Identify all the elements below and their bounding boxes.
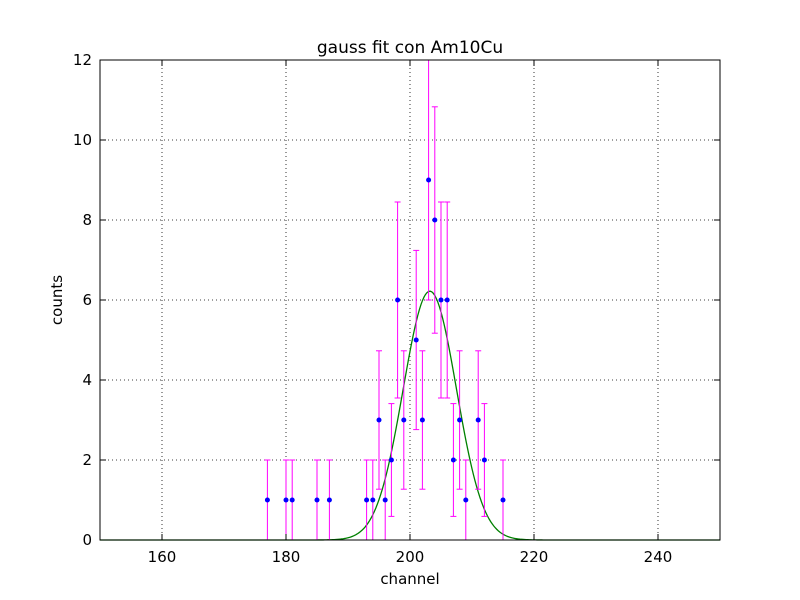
- data-point: [395, 297, 401, 303]
- data-point: [438, 297, 444, 303]
- data-point: [401, 417, 407, 423]
- y-tick-label: 2: [82, 451, 92, 469]
- axis-ticks: 160 180 200 220 240 0 2 4 6 8 10 12: [73, 51, 720, 566]
- y-tick-label: 8: [82, 211, 92, 229]
- y-axis-label: counts: [48, 275, 66, 325]
- data-point: [264, 497, 270, 503]
- x-tick-label: 200: [396, 548, 425, 566]
- data-point: [475, 417, 481, 423]
- chart-title: gauss fit con Am10Cu: [317, 38, 503, 58]
- y-tick-label: 6: [82, 291, 92, 309]
- y-tick-label: 0: [82, 531, 92, 549]
- y-tick-label: 12: [73, 51, 92, 69]
- data-point: [283, 497, 289, 503]
- data-point: [481, 457, 487, 463]
- data-point: [457, 417, 463, 423]
- data-point: [463, 497, 469, 503]
- data-point: [450, 457, 456, 463]
- data-point: [426, 177, 432, 183]
- y-tick-label: 4: [82, 371, 92, 389]
- data-point: [419, 417, 425, 423]
- data-point: [289, 497, 295, 503]
- x-tick-label: 160: [148, 548, 177, 566]
- data-point: [444, 297, 450, 303]
- data-point: [500, 497, 506, 503]
- x-tick-label: 220: [520, 548, 549, 566]
- x-axis-label: channel: [380, 570, 439, 588]
- data-point: [364, 497, 370, 503]
- data-point: [382, 497, 388, 503]
- data-point: [326, 497, 332, 503]
- data-point: [388, 457, 394, 463]
- data-point: [314, 497, 320, 503]
- y-tick-label: 10: [73, 131, 92, 149]
- x-tick-label: 240: [644, 548, 673, 566]
- x-tick-label: 180: [272, 548, 301, 566]
- data-point: [413, 337, 419, 343]
- data-points-layer: [264, 177, 506, 503]
- data-point: [370, 497, 376, 503]
- data-point: [376, 417, 382, 423]
- data-point: [432, 217, 438, 223]
